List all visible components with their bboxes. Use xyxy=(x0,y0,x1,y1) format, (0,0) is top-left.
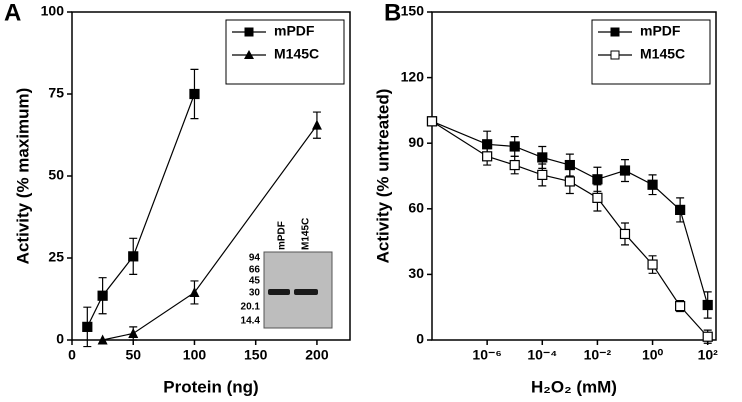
legend-label: mPDF xyxy=(640,23,681,39)
data-point xyxy=(592,192,603,203)
marker-label: 14.4 xyxy=(241,316,261,327)
data-point xyxy=(537,169,548,181)
legend-label: mPDF xyxy=(274,23,315,39)
data-point xyxy=(189,286,200,297)
data-point xyxy=(509,159,520,171)
series-line xyxy=(86,93,196,328)
legend-label: M145C xyxy=(640,46,685,62)
data-point xyxy=(592,174,603,185)
data-point xyxy=(702,331,713,342)
data-point xyxy=(128,327,139,338)
y-tick-label: 0 xyxy=(416,331,424,347)
inset-gel: mPDF M145C 94 66 45 30 20.1 14.4 xyxy=(241,218,333,329)
y-tick-label: 150 xyxy=(401,3,425,19)
x-tick-label: 10² xyxy=(698,347,719,363)
x-tick-label: 0 xyxy=(68,347,76,363)
data-point xyxy=(675,301,686,312)
y-tick-label: 25 xyxy=(48,249,64,265)
legend-marker xyxy=(610,50,620,60)
data-point xyxy=(619,228,631,240)
y-tick-label: 30 xyxy=(408,265,424,281)
y-tick-label: 120 xyxy=(401,68,425,84)
x-axis-label: Protein (ng) xyxy=(163,377,258,396)
data-point xyxy=(564,159,575,171)
x-tick-label: 200 xyxy=(305,347,329,363)
x-tick-label: 100 xyxy=(183,347,207,363)
x-tick-label: 10⁻⁴ xyxy=(527,347,557,363)
data-point xyxy=(97,334,108,345)
marker-label: 45 xyxy=(249,276,261,287)
data-point xyxy=(189,88,200,100)
y-axis-label: Activity (% maximum) xyxy=(13,88,32,265)
data-point xyxy=(426,116,438,127)
y-tick-label: 0 xyxy=(56,331,64,347)
panel-letter: B xyxy=(384,0,401,26)
series-line xyxy=(431,120,709,306)
y-tick-label: 100 xyxy=(41,3,65,19)
x-tick-label: 150 xyxy=(244,347,268,363)
marker-label: 20.1 xyxy=(241,302,261,313)
legend-marker xyxy=(244,50,254,59)
x-tick-label: 10⁻⁶ xyxy=(472,347,501,363)
x-axis-label: H₂O₂ (mM) xyxy=(531,377,617,396)
legend-label: M145C xyxy=(274,46,319,62)
data-point xyxy=(311,119,322,130)
y-tick-label: 75 xyxy=(48,85,64,101)
x-tick-label: 10⁰ xyxy=(642,347,664,363)
gel-band xyxy=(268,289,290,295)
data-point xyxy=(702,299,713,311)
data-point xyxy=(647,179,658,190)
marker-label: 94 xyxy=(249,253,261,264)
lane-label: M145C xyxy=(301,218,312,250)
y-tick-label: 90 xyxy=(408,134,424,150)
data-point xyxy=(482,151,493,162)
y-axis-label: Activity (% untreated) xyxy=(373,89,392,264)
data-point xyxy=(619,165,631,176)
data-point xyxy=(128,251,139,262)
series-line xyxy=(431,120,709,338)
lane-label: mPDF xyxy=(277,221,288,250)
data-point xyxy=(509,141,520,152)
x-tick-label: 10⁻² xyxy=(584,347,612,363)
panel-letter: A xyxy=(4,0,21,26)
data-point xyxy=(564,176,575,187)
gel-band xyxy=(294,289,318,295)
marker-label: 30 xyxy=(249,288,261,299)
x-tick-label: 50 xyxy=(125,347,141,363)
data-point xyxy=(97,290,108,301)
series-line xyxy=(102,124,318,341)
data-point xyxy=(675,204,686,215)
legend-marker xyxy=(610,27,620,37)
data-point xyxy=(647,259,658,270)
plot-frame xyxy=(431,11,717,341)
data-point xyxy=(537,152,548,163)
y-tick-label: 50 xyxy=(48,167,64,183)
y-tick-label: 60 xyxy=(408,200,424,216)
data-point xyxy=(82,321,93,332)
legend-marker xyxy=(244,27,254,37)
marker-label: 66 xyxy=(249,265,261,276)
